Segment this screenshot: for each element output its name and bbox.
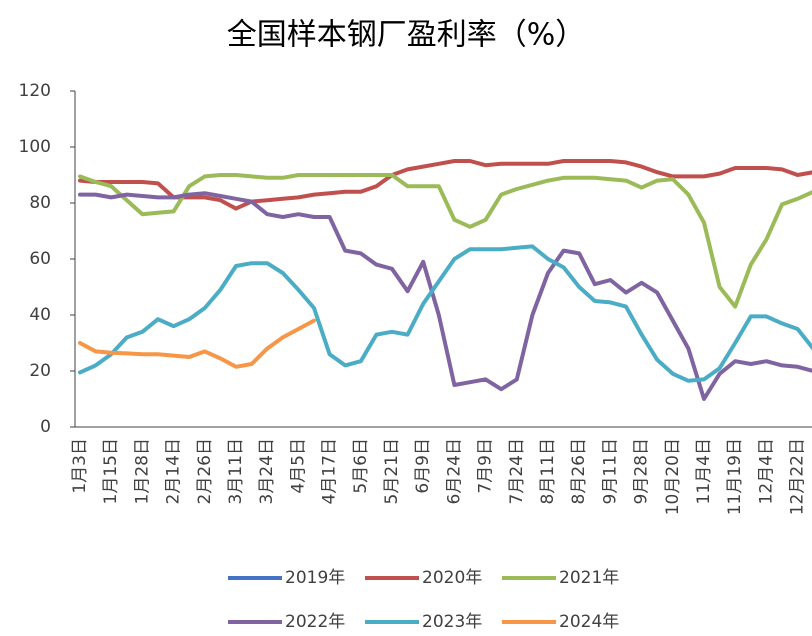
y-tick-label: 20	[29, 361, 51, 381]
y-tick-label: 60	[29, 249, 51, 269]
legend-label: 2019年	[285, 568, 345, 588]
x-tick-label: 4月5日	[288, 438, 308, 494]
x-tick-label: 9月11日	[600, 438, 620, 504]
x-tick-label: 2月26日	[195, 438, 215, 504]
series-line	[78, 244, 812, 383]
y-tick-label: 120	[19, 81, 51, 101]
x-tick-label: 1月3日	[70, 438, 90, 494]
x-tick-label: 6月24日	[444, 438, 464, 504]
x-tick-label: 3月24日	[257, 438, 277, 504]
x-tick-label: 7月9日	[476, 438, 496, 494]
x-tick-label: 5月21日	[382, 438, 402, 504]
legend-label: 2023年	[422, 612, 482, 632]
x-tick-label: 11月19日	[725, 438, 745, 515]
x-tick-label: 10月20日	[663, 438, 683, 515]
x-tick-label: 8月26日	[569, 438, 589, 504]
series-line	[78, 318, 316, 369]
legend-label: 2022年	[285, 612, 345, 632]
y-tick-label: 100	[19, 137, 51, 157]
y-tick-label: 40	[29, 305, 51, 325]
chart-title: 全国样本钢厂盈利率（%）	[227, 18, 586, 53]
legend-label: 2020年	[422, 568, 482, 588]
x-tick-label: 6月9日	[413, 438, 433, 494]
legend-label: 2024年	[559, 612, 619, 632]
series-line	[78, 159, 812, 211]
x-tick-label: 12月22日	[788, 438, 808, 515]
y-tick-label: 0	[40, 417, 51, 437]
x-tick-label: 8月11日	[538, 438, 558, 504]
x-tick-label: 1月15日	[101, 438, 121, 504]
x-tick-label: 1月28日	[132, 438, 152, 504]
x-tick-label: 7月24日	[507, 438, 527, 504]
x-tick-label: 2月14日	[164, 438, 184, 504]
x-tick-label: 12月4日	[756, 438, 776, 504]
x-tick-label: 3月11日	[226, 438, 246, 504]
x-tick-label: 5月6日	[351, 438, 371, 494]
series-line	[78, 173, 812, 309]
x-tick-label: 4月17日	[320, 438, 340, 504]
x-tick-label: 9月28日	[632, 438, 652, 504]
y-tick-label: 80	[29, 193, 51, 213]
x-tick-label: 11月4日	[694, 438, 714, 504]
legend-label: 2021年	[559, 568, 619, 588]
series-line	[78, 191, 812, 401]
